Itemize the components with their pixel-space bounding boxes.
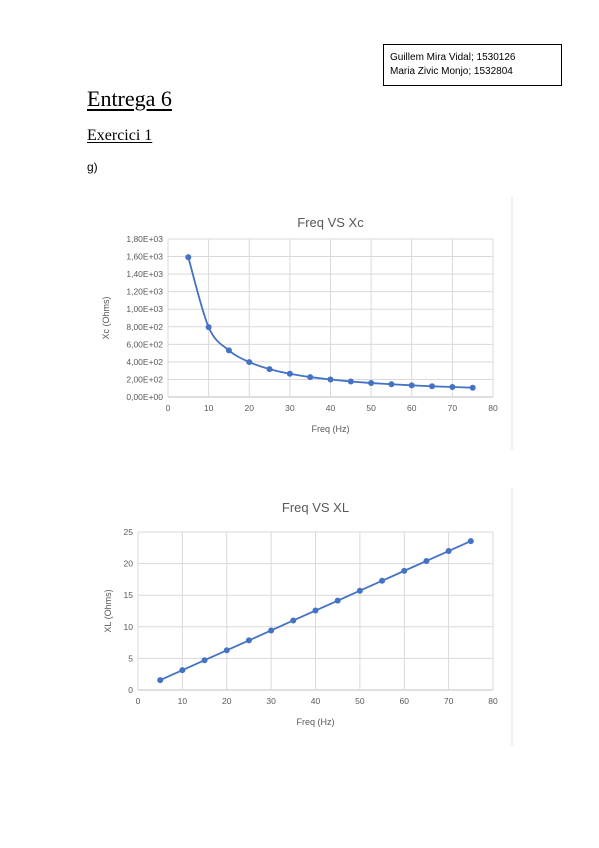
y-tick-label: 1,00E+03: [126, 304, 163, 314]
y-axis-label: XL (Ohms): [103, 589, 113, 632]
data-point: [223, 647, 230, 654]
y-tick-label: 15: [124, 590, 134, 600]
y-tick-label: 0,00E+00: [126, 392, 163, 402]
data-point: [327, 376, 334, 383]
data-point: [286, 370, 293, 377]
data-point: [157, 677, 164, 684]
author-line-1: Guillem Mira Vidal; 1530126: [390, 52, 516, 63]
y-tick-label: 1,20E+03: [126, 287, 163, 297]
data-point: [266, 366, 273, 373]
x-axis-label: Freq (Hz): [297, 717, 335, 727]
data-point: [312, 607, 319, 614]
y-tick-label: 1,60E+03: [126, 252, 163, 262]
x-tick-label: 20: [245, 403, 255, 413]
author-box: Guillem Mira Vidal; 1530126 Maria Zivic …: [383, 44, 562, 86]
data-point: [408, 382, 415, 389]
x-tick-label: 60: [400, 696, 410, 706]
data-point: [388, 381, 395, 388]
data-point: [445, 548, 452, 555]
chart-freq-vs-xc: Freq VS Xc 0,00E+00 2,00E+02 4,00E+02 6,00E+…: [101, 196, 513, 450]
document-title: Entrega 6: [87, 86, 172, 111]
x-tick-label: 10: [204, 403, 214, 413]
x-axis-label: Freq (Hz): [312, 424, 350, 434]
data-point: [356, 587, 363, 594]
y-tick-label: 1,80E+03: [126, 234, 163, 244]
x-tick-label: 50: [355, 696, 365, 706]
data-point: [205, 324, 212, 331]
y-tick-label: 6,00E+02: [126, 339, 163, 349]
x-tick-label: 50: [366, 403, 376, 413]
x-tick-label: 70: [444, 696, 454, 706]
data-point: [467, 538, 474, 545]
x-tick-label: 40: [326, 403, 336, 413]
chart-title: Freq VS XL: [282, 500, 349, 515]
x-tick-label: 80: [488, 696, 498, 706]
x-tick-label: 30: [266, 696, 276, 706]
y-tick-label: 2,00E+02: [126, 374, 163, 384]
data-point: [469, 384, 476, 391]
x-tick-label: 10: [178, 696, 188, 706]
y-axis-label: Xc (Ohms): [101, 296, 111, 339]
x-tick-label: 0: [136, 696, 141, 706]
y-tick-label: 10: [124, 622, 134, 632]
chart-title: Freq VS Xc: [297, 215, 364, 230]
y-tick-label: 1,40E+03: [126, 269, 163, 279]
data-point: [449, 383, 456, 390]
y-tick-label: 5: [128, 653, 133, 663]
x-tick-label: 80: [488, 403, 498, 413]
data-point: [201, 657, 208, 664]
data-point: [185, 254, 192, 261]
x-tick-label: 0: [166, 403, 171, 413]
y-tick-label: 0: [128, 685, 133, 695]
y-tick-label: 20: [124, 559, 134, 569]
data-point: [245, 637, 252, 644]
data-point: [429, 383, 436, 390]
data-point: [246, 359, 253, 366]
data-point: [379, 577, 386, 584]
x-tick-label: 60: [407, 403, 417, 413]
data-point: [401, 567, 408, 574]
x-tick-label: 30: [285, 403, 295, 413]
data-point: [347, 378, 354, 385]
y-tick-label: 25: [124, 527, 134, 537]
x-tick-label: 20: [222, 696, 232, 706]
section-heading: Exercici 1: [87, 127, 153, 144]
item-label: g): [87, 160, 98, 174]
data-point: [179, 667, 186, 674]
x-tick-label: 70: [448, 403, 458, 413]
author-line-2: Maria Zivic Monjo; 1532804: [390, 66, 513, 77]
data-point: [268, 627, 275, 634]
chart-freq-vs-xl: Freq VS XL 0 5 10 15 20 25 0 10 20 30 40 50 60 70 80 Fre…: [103, 488, 513, 746]
data-point: [334, 597, 341, 604]
x-tick-label: 40: [311, 696, 321, 706]
data-point: [225, 347, 232, 354]
y-tick-label: 4,00E+02: [126, 357, 163, 367]
data-point: [290, 617, 297, 624]
data-point: [368, 380, 375, 387]
data-point: [423, 557, 430, 564]
y-tick-label: 8,00E+02: [126, 322, 163, 332]
data-point: [307, 374, 314, 381]
